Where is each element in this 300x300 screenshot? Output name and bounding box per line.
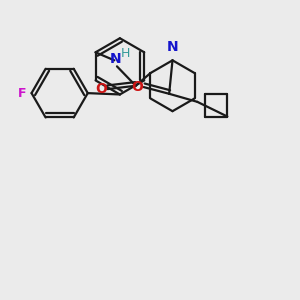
- Text: H: H: [121, 47, 130, 60]
- Text: N: N: [167, 40, 178, 54]
- Text: N: N: [110, 52, 122, 66]
- Text: O: O: [95, 82, 107, 96]
- Text: F: F: [18, 87, 26, 100]
- Text: O: O: [131, 80, 143, 94]
